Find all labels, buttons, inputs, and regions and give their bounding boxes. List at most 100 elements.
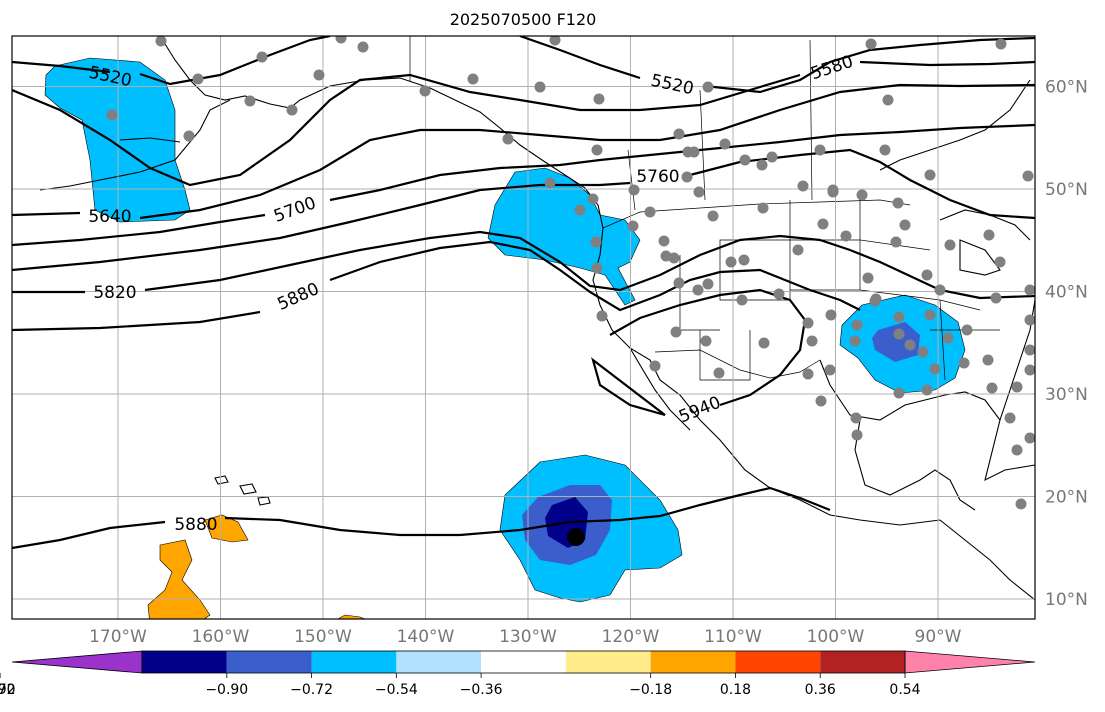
border-layer — [409, 36, 1000, 381]
station-dot — [1022, 170, 1034, 182]
station-dot — [827, 186, 839, 198]
station-dot — [719, 138, 731, 150]
colorbar-tick-label: 0.90 — [0, 682, 16, 698]
station-dot — [739, 154, 751, 166]
station-dot — [893, 387, 905, 399]
station-dot — [502, 133, 514, 145]
lon-tick-label: 110°W — [704, 627, 762, 647]
contour-label-5760: 5760 — [636, 167, 679, 187]
contour-5880-south — [12, 486, 831, 550]
station-dot — [1024, 432, 1035, 444]
station-dot — [929, 363, 941, 375]
colorbar-extend-high — [904, 650, 1036, 674]
station-dot — [921, 269, 933, 281]
station-dot — [757, 202, 769, 214]
station-dot — [1024, 344, 1035, 356]
station-dot — [591, 144, 603, 156]
station-dot — [893, 311, 905, 323]
station-dot — [904, 339, 916, 351]
shade-small-orange — [337, 614, 366, 619]
station-dot — [192, 73, 204, 85]
station-dot — [670, 326, 682, 338]
station-dot — [673, 277, 685, 289]
station-dot — [862, 272, 874, 284]
contour-label-5520-east: 5520 — [649, 71, 695, 100]
height-contours — [12, 36, 1035, 550]
contour-5520-east — [519, 36, 1035, 94]
storm-center-dot — [567, 528, 585, 546]
station-dot — [668, 252, 680, 264]
colorbar-tick-label: −0.36 — [460, 682, 503, 698]
station-dot — [797, 180, 809, 192]
colorbar-tick-label: 0.54 — [889, 682, 920, 698]
contour-5700 — [12, 123, 1035, 247]
colorbar-extend-low — [11, 650, 143, 674]
lat-tick-label: 30°N — [1045, 385, 1088, 405]
colorbar-bin — [142, 651, 227, 673]
colorbar-tick-label: −0.90 — [205, 682, 248, 698]
colorbar-bin — [650, 651, 736, 673]
longitude-labels: 170°W 160°W 150°W 140°W 130°W 120°W 110°W 100°W… — [89, 627, 962, 647]
lon-tick-label: 90°W — [915, 627, 962, 647]
contour-label-5820: 5820 — [93, 283, 136, 303]
colorbar-bin — [481, 651, 566, 673]
station-dot — [357, 41, 369, 53]
contour-5580 — [12, 60, 1035, 187]
colorbar-tick-label: 0.18 — [720, 682, 751, 698]
station-dot — [856, 189, 868, 201]
station-dot — [544, 177, 556, 189]
station-dot — [587, 193, 599, 205]
contour-5760 — [12, 148, 1035, 272]
latitude-labels: 10°N 20°N 30°N 40°N 50°N 60°N — [1045, 78, 1088, 611]
station-dot — [990, 292, 1002, 304]
lon-tick-label: 150°W — [294, 627, 352, 647]
station-dot — [313, 69, 325, 81]
station-dot — [590, 236, 602, 248]
station-dot — [893, 328, 905, 340]
station-dot — [986, 382, 998, 394]
shade-pacific-nw — [487, 167, 641, 306]
station-dot — [758, 337, 770, 349]
colorbar-tick-label: −0.54 — [375, 682, 418, 698]
station-dot — [890, 236, 902, 248]
lon-tick-label: 120°W — [602, 627, 660, 647]
colorbar-tick-label: −0.72 — [290, 682, 333, 698]
station-dot — [244, 95, 256, 107]
station-dot — [899, 219, 911, 231]
station-dot — [983, 229, 995, 241]
colorbar-bin — [396, 651, 482, 673]
station-dot — [593, 93, 605, 105]
station-dot — [628, 184, 640, 196]
graticule — [12, 36, 1035, 619]
station-dot — [995, 38, 1007, 50]
station-dot — [924, 169, 936, 181]
lon-tick-label: 160°W — [192, 627, 250, 647]
colorbar-bin — [311, 651, 397, 673]
colorbar-bin — [820, 651, 905, 673]
station-dot — [1011, 444, 1023, 456]
station-dot — [994, 256, 1006, 268]
station-dot — [882, 94, 894, 106]
station-dot — [713, 367, 725, 379]
station-dot — [644, 206, 656, 218]
station-dot — [879, 144, 891, 156]
contour-label-5580: 5580 — [808, 52, 855, 84]
station-dot — [692, 284, 704, 296]
shade-southcentral-us-core — [872, 322, 920, 362]
lon-tick-label: 130°W — [499, 627, 557, 647]
station-dot — [756, 159, 768, 171]
station-dot — [1004, 412, 1016, 424]
contour-label-5880-north: 5880 — [275, 279, 323, 315]
station-dot — [961, 324, 973, 336]
station-dot — [817, 218, 829, 230]
station-dot — [934, 284, 946, 296]
station-dot — [467, 73, 479, 85]
station-dot — [773, 288, 785, 300]
station-dot — [924, 309, 936, 321]
station-dot — [627, 220, 639, 232]
station-dot — [286, 104, 298, 116]
lat-tick-label: 20°N — [1045, 488, 1088, 508]
station-dot — [1011, 381, 1023, 393]
station-dot — [688, 146, 700, 158]
station-dot — [958, 357, 970, 369]
